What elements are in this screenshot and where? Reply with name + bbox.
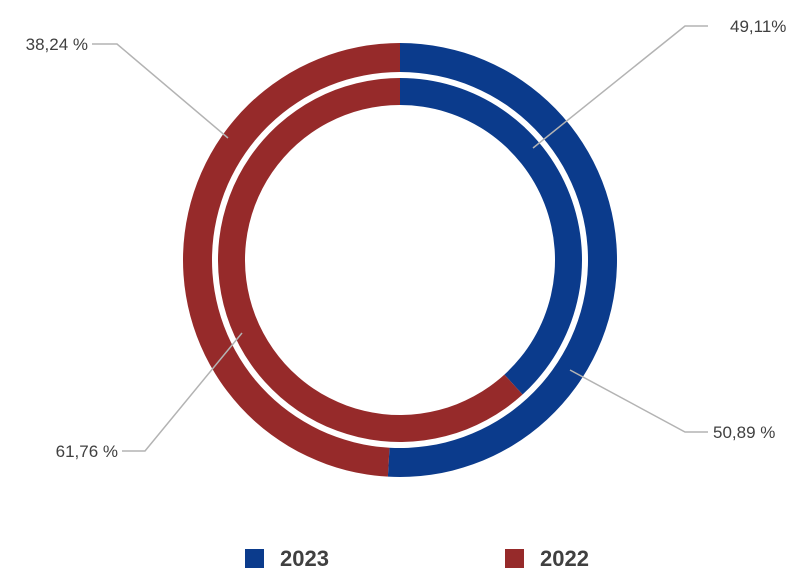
data-label-outer-2023: 50,89 % [713,423,775,442]
data-label-inner-2023: 38,24 % [26,35,88,54]
data-label-inner-2022: 61,76 % [56,442,118,461]
leader-line-outer-2022 [532,25,708,149]
legend: 2023 2022 [245,546,589,571]
leader-lines [92,25,708,452]
leader-line-inner-2023 [92,43,229,139]
inner-ring-slice-2022 [217,78,523,443]
legend-swatch-2022 [505,549,524,568]
legend-label-2023: 2023 [280,546,329,571]
data-label-outer-2022: 49,11% [730,17,786,36]
leader-line-inner-2022 [122,332,243,452]
legend-swatch-2023 [245,549,264,568]
leader-line-outer-2023 [569,369,708,433]
inner-ring-slice-2023 [400,78,582,395]
outer-ring-slice-2023 [387,43,618,477]
data-labels: 50,89 % 49,11% 38,24 % 61,76 % [26,17,787,461]
chart-rings [183,43,618,477]
legend-label-2022: 2022 [540,546,589,571]
outer-ring-slice-2022 [183,43,400,477]
